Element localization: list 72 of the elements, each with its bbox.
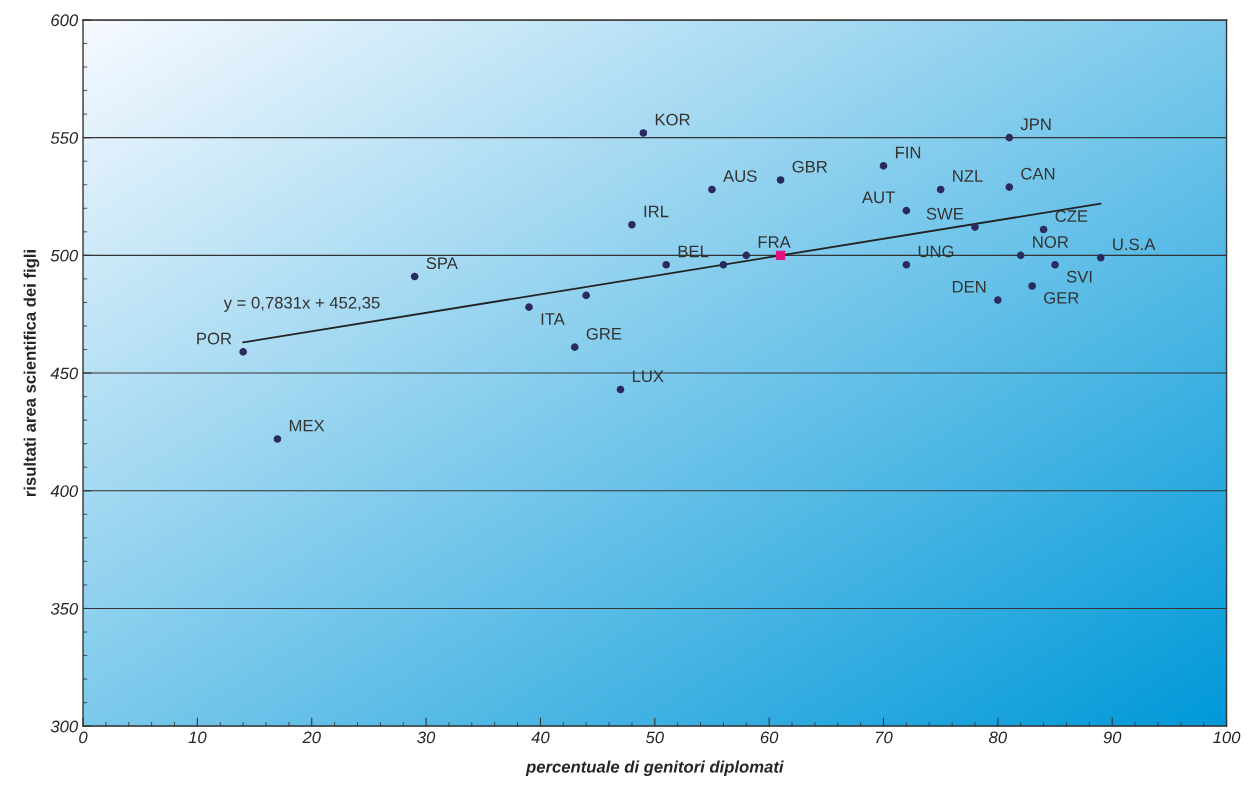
data-label: GER [1044,291,1079,304]
x-tick-label: 20 [302,731,321,744]
x-tick-label: 90 [1103,731,1122,744]
point [1096,253,1105,262]
data-label: LUX [632,370,664,383]
data-label: GRE [586,327,622,340]
point [1028,282,1036,290]
y-tick-label: 600 [51,14,79,27]
point [582,291,590,300]
point [639,129,648,137]
data-label: FIN [895,146,921,159]
data-label: KOR [655,113,690,126]
point [1039,225,1048,234]
x-tick-label: 100 [1213,731,1241,744]
x-tick-label: 70 [875,731,893,744]
point [1051,260,1059,269]
y-tick-label: 500 [50,249,79,262]
data-label: POR [197,332,232,345]
data-label: SVI [1066,270,1092,283]
data-label: IRL [644,205,669,218]
point [776,176,785,184]
point [902,206,911,215]
data-label: GBR [792,160,828,173]
point [719,260,728,269]
point [936,185,945,194]
data-label: NZL [953,170,983,182]
y-axis-title: risultati area scientifica dei figli [23,250,40,497]
y-tick-label: 400 [50,485,79,497]
point [662,260,671,269]
data-label: SWE [926,207,964,220]
x-tick-label: 80 [989,731,1007,744]
data-label: AUS [723,170,757,182]
data-label: FRA [758,236,791,248]
data-label: SPA [426,257,458,270]
data-label: CZE [1055,210,1088,222]
point [616,385,625,394]
data-label: JPN [1020,118,1051,131]
data-label: DEN [952,281,986,293]
data-label: MEX [289,419,325,432]
point [742,251,751,260]
point [1016,251,1025,260]
point [971,223,979,231]
data-label: NOR [1033,236,1069,248]
point [994,296,1002,304]
y-tick-label: 350 [50,602,79,615]
x-tick-label: 30 [417,731,436,744]
point [525,303,533,311]
point [273,435,282,443]
y-tick-label: 550 [50,132,79,144]
point [879,162,888,170]
point [1005,133,1014,142]
x-tick-label: 40 [531,731,550,744]
data-label: CAN [1021,167,1055,180]
data-label: ITA [541,313,565,325]
point [1005,183,1014,191]
point [708,185,716,194]
x-axis-title: percentuale di genitori diplomati [525,760,784,776]
point [775,250,786,261]
data-label: AUT [861,191,895,204]
x-tick-label: 60 [760,731,779,744]
point [628,220,636,229]
y-tick-label: 450 [50,367,79,380]
x-tick-label: 10 [188,731,207,744]
x-tick-label: 50 [645,731,664,744]
x-tick-label: 0 [79,731,88,744]
point [570,343,579,351]
point [410,272,419,281]
data-label: U.S.A [1113,238,1156,251]
point [239,348,247,356]
y-tick-label: 300 [50,720,79,733]
point [902,260,911,269]
annotation: y = 0,7831x + 452,35 [223,296,380,312]
